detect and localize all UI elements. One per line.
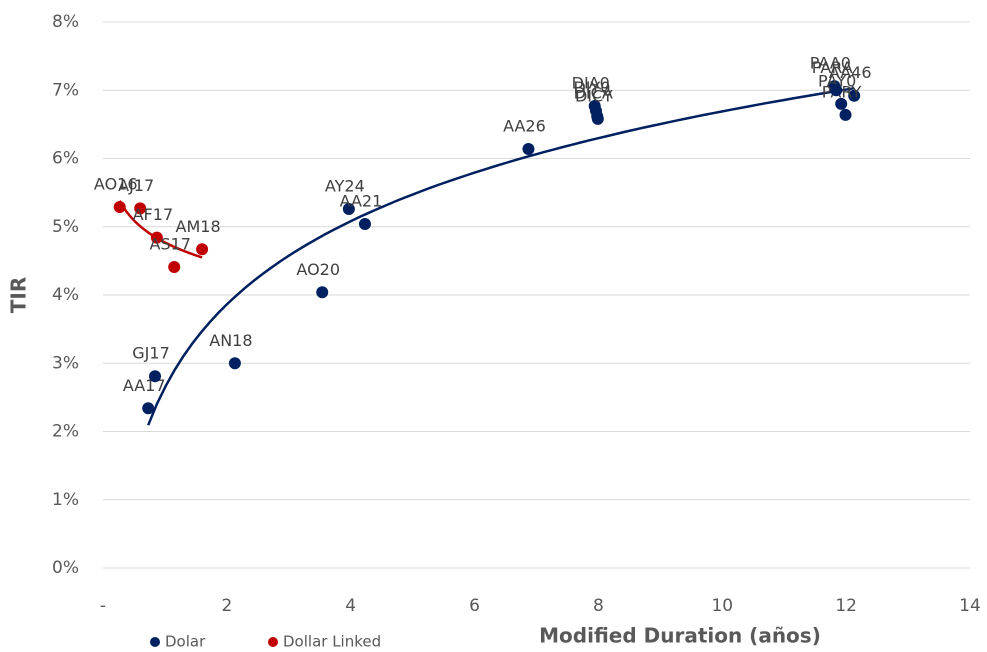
point xyxy=(848,89,861,102)
y-tick-label: 4% xyxy=(52,285,79,305)
x-axis-title: Modified Duration (años) xyxy=(539,624,821,648)
point xyxy=(228,357,241,370)
point xyxy=(196,243,209,256)
point xyxy=(316,286,329,299)
point xyxy=(591,112,604,125)
y-tick-label: 0% xyxy=(52,558,79,578)
point-label: PARA xyxy=(812,58,853,77)
y-tick-label: 2% xyxy=(52,422,79,442)
point-label: AO16 xyxy=(94,174,138,193)
point xyxy=(168,261,181,274)
x-tick-label: 2 xyxy=(221,596,232,616)
y-axis-title: TIR xyxy=(7,277,31,313)
point-label: AA21 xyxy=(340,192,383,211)
point xyxy=(342,203,355,216)
legend-label: Dolar xyxy=(165,633,206,651)
point-label: DICY xyxy=(575,86,613,105)
y-tick-label: 5% xyxy=(52,217,79,237)
point xyxy=(142,402,155,415)
point-label: PAA0 xyxy=(810,54,851,73)
point-label: AN18 xyxy=(209,331,252,350)
point xyxy=(830,84,843,97)
point xyxy=(134,202,147,215)
y-tick-label: 1% xyxy=(52,490,79,510)
y-tick-label: 6% xyxy=(52,149,79,169)
point xyxy=(835,97,848,110)
point-label: DIA0 xyxy=(572,73,610,92)
point xyxy=(358,218,371,231)
point xyxy=(149,370,162,383)
x-tick-label: 8 xyxy=(593,596,604,616)
legend-marker xyxy=(268,637,278,647)
y-tick-label: 7% xyxy=(52,80,79,100)
point-label: AJ17 xyxy=(118,176,154,195)
point xyxy=(522,142,535,155)
point-label: AF17 xyxy=(133,205,174,224)
x-tick-label: 12 xyxy=(835,596,857,616)
point-label: AO20 xyxy=(296,260,340,279)
x-tick-label: 6 xyxy=(469,596,480,616)
point xyxy=(150,231,163,244)
point-label: AY24 xyxy=(325,177,365,196)
y-tick-label: 8% xyxy=(52,12,79,32)
point-label: PAY0 xyxy=(818,71,856,90)
x-tick-label: 4 xyxy=(345,596,356,616)
trendline xyxy=(147,86,855,426)
point-label: GJ17 xyxy=(132,344,169,363)
point-label: AS17 xyxy=(149,235,190,254)
point-label: DIY0 xyxy=(573,78,610,97)
x-tick-label: 14 xyxy=(959,596,981,616)
point-label: DICA xyxy=(574,84,613,103)
legend-label: Dollar Linked xyxy=(283,633,381,651)
point-label: AA26 xyxy=(503,116,546,135)
x-tick-label: 10 xyxy=(711,596,733,616)
x-tick-label: - xyxy=(100,596,106,616)
legend-marker xyxy=(150,637,160,647)
point-label: AM18 xyxy=(176,217,221,236)
point-label: AA46 xyxy=(829,63,872,82)
point xyxy=(113,200,126,213)
y-tick-label: 3% xyxy=(52,353,79,373)
point xyxy=(839,108,852,121)
